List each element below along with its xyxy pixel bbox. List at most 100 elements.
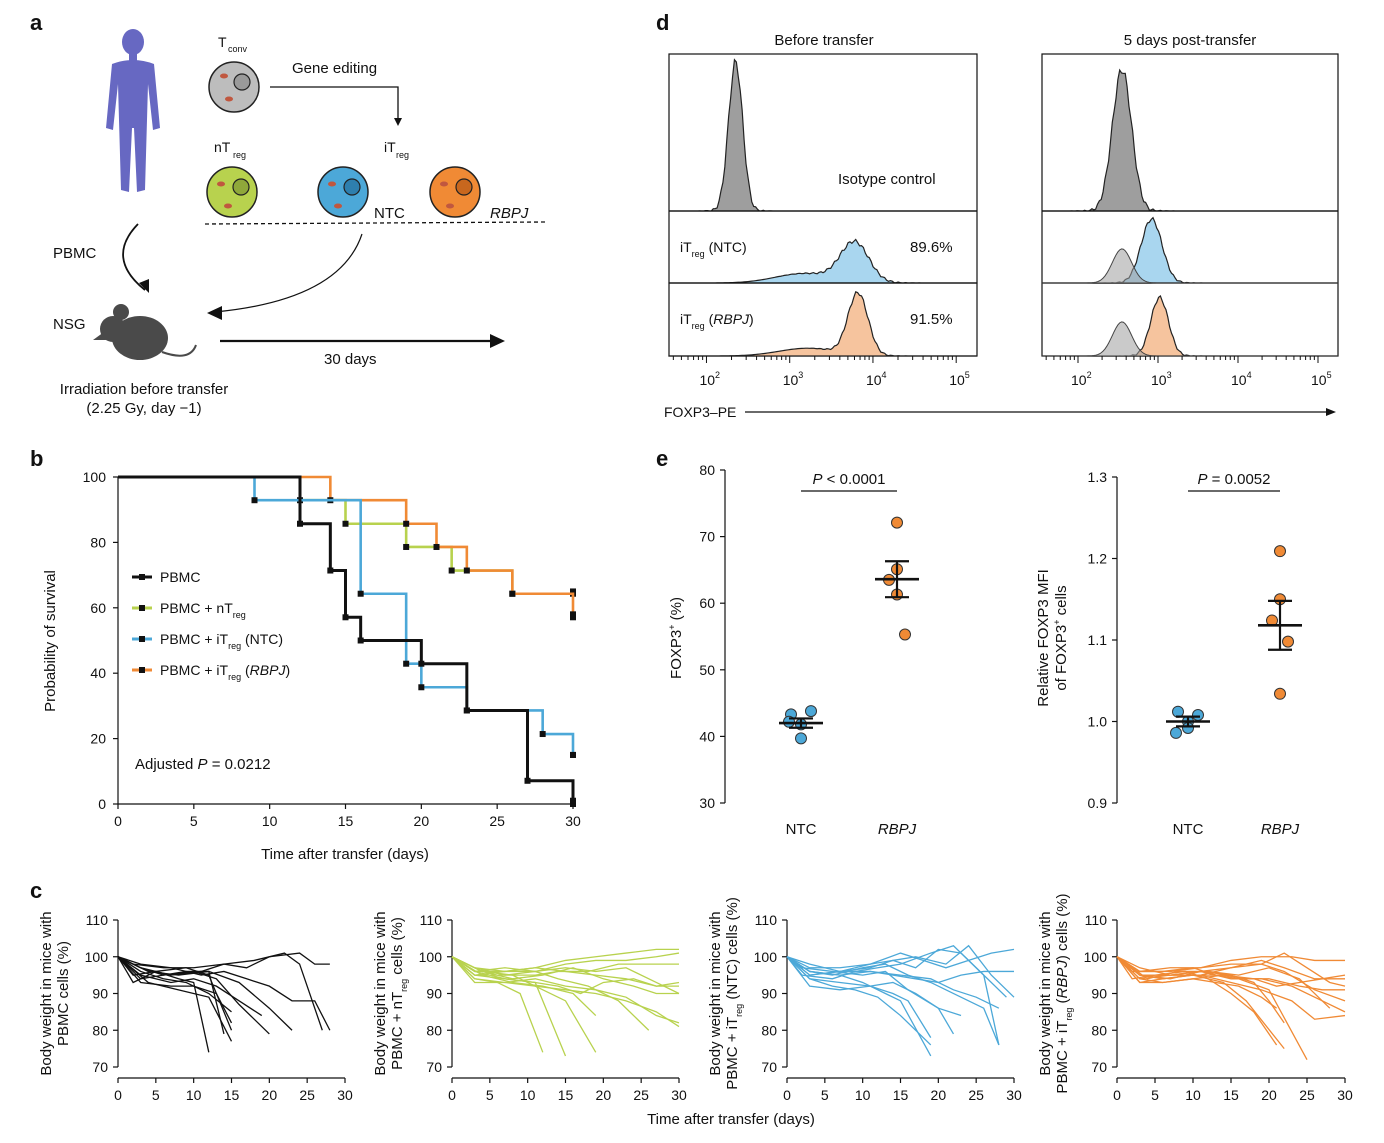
body-weight-plot-pbmc: 0 5 10 15 20 25 30 70 80 90 100 110 Body weight in m… [38,911,353,1103]
mouse-weight-trace [1116,956,1278,1046]
survival-x-tick-label: 0 [114,813,122,829]
bw-ylabel-main: PBMC + iT [724,1017,741,1090]
legend-marker [139,605,145,611]
mouse-weight-trace [451,956,679,987]
flow-tick-exp: 3 [1167,370,1172,380]
survival-censor-marker [570,751,576,758]
scatter-y-tick-label: 1.3 [1088,469,1108,485]
bw-y-tick-label: 90 [1091,986,1107,1002]
pbmc-arrow [122,223,146,291]
survival-event-marker [539,731,546,738]
flow-x-tick-label: 104 [1231,370,1252,388]
mouse-weight-trace [786,956,1000,1009]
bw-ylabel-2: PBMC cells (%) [55,941,72,1046]
legend-marker [139,574,145,580]
ntc-histogram [1042,216,1338,284]
bw-ylabel-1: Body weight in mice with [707,911,724,1075]
irradiation-dose: (2.25 Gy, day −1) [86,400,201,417]
bw-ylabel-tail: cells (%) [389,917,406,979]
irradiation-label: Irradiation before transfer [60,381,228,398]
flow-title-before: Before transfer [774,32,873,49]
legend-sub: reg [233,610,246,620]
bw-x-tick-label: 0 [114,1087,122,1103]
pbmc-label: PBMC [53,245,97,262]
survival-y-tick-label: 0 [98,796,106,812]
bw-y-tick-label: 110 [1085,912,1108,928]
bw-ylabel-gene: RBPJ [1054,960,1071,999]
scatter-y-tick-label: 0.9 [1088,795,1108,811]
survival-xlabel: Time after transfer (days) [261,846,429,863]
panel-e: e 30 40 50 60 70 80 NTC RBPJ P < 0.0001 0.9 1.0 1.1… [656,446,1302,838]
survival-curves [118,475,576,807]
legend-text: PBMC + iT [160,631,229,647]
bw-x-tick-label: 5 [1151,1087,1159,1103]
bw-x-tick-label: 30 [337,1087,353,1103]
bw-x-tick-label: 10 [855,1087,871,1103]
bw-x-tick-label: 30 [1337,1087,1353,1103]
bw-ylabel-1: Body weight in mice with [38,911,55,1075]
divider-line [204,221,546,225]
bw-ylabel-1: Body weight in mice with [1037,911,1054,1075]
bw-x-tick-label: 30 [1006,1087,1022,1103]
mouse-weight-trace [451,956,597,1017]
itreg-label: iT [384,139,396,155]
survival-event-marker [342,520,349,527]
tconv-label: T [218,34,227,50]
bw-x-tick-label: 20 [1261,1087,1277,1103]
survival-y-tick-label: 60 [90,600,106,616]
legend-suffix: ( [241,662,250,678]
legend-text: PBMC + nT [160,600,233,616]
mouse-weight-trace [451,956,679,995]
foxp3-mfi-ylabel-2: of FOXP3+ cells [1052,585,1070,690]
body-weight-xlabel: Time after transfer (days) [647,1111,815,1128]
tconv-cell-icon [208,61,260,113]
survival-y-tick-label: 20 [90,731,106,747]
isotype-overlay [1042,248,1338,284]
legend-text: PBMC [160,569,200,585]
legend-sub: reg [228,672,241,682]
rbpj-cell-icon [429,166,481,218]
bw-y-tick-label: 100 [754,949,778,965]
mouse-weight-trace [786,956,932,1038]
survival-y-tick-label: 80 [90,534,106,550]
mouse-weight-trace [786,944,1007,998]
bw-y-tick-label: 70 [1091,1059,1107,1075]
bw-y-tick-label: 70 [761,1059,777,1075]
ntc-cell-label: NTC [374,205,405,222]
panel-label-c: c [30,878,42,903]
flow-tick-base: 10 [699,372,715,388]
panel-a: a T conv Gene editing nT reg iT reg NTC … [30,10,546,417]
rbpj-cell-label: RBPJ [490,205,529,222]
mouse-weight-trace [117,956,331,1031]
mouse-weight-trace [451,956,680,995]
scatter-point [899,628,911,641]
scatter-point [1282,635,1294,648]
gene-editing-arrowhead [394,118,402,126]
survival-event-marker [297,520,303,527]
scatter-y-tick-label: 50 [699,662,715,678]
bw-x-tick-label: 5 [486,1087,494,1103]
survival-x-tick-label: 30 [565,813,581,829]
p-value: = 0.0052 [1208,471,1271,488]
pbmc-arrowhead [139,279,149,293]
bw-y-tick-label: 70 [426,1059,442,1075]
mouse-weight-trace [786,956,1014,984]
flow-histograms: 102 103 104 105 102 103 104 105 [668,53,1339,388]
p-italic: P [813,471,823,488]
survival-censor-marker [570,611,576,618]
days-label: 30 days [324,351,377,368]
mouse-weight-trace [117,952,330,976]
flow-title-after: 5 days post-transfer [1124,32,1257,49]
bw-x-tick-label: 15 [558,1087,574,1103]
survival-x-tick-label: 20 [414,813,430,829]
flow-box-left: 102 103 104 105 [668,53,978,388]
survival-y-tick-label: 100 [83,469,107,485]
flow-box-frame [1041,53,1339,357]
bw-x-tick-label: 15 [893,1087,909,1103]
scatter-plot-e1: 30 40 50 60 70 80 NTC RBPJ P < 0.0001 [699,462,919,838]
legend-label-pbmc: PBMC [160,569,200,585]
survival-censor-marker [570,797,576,804]
